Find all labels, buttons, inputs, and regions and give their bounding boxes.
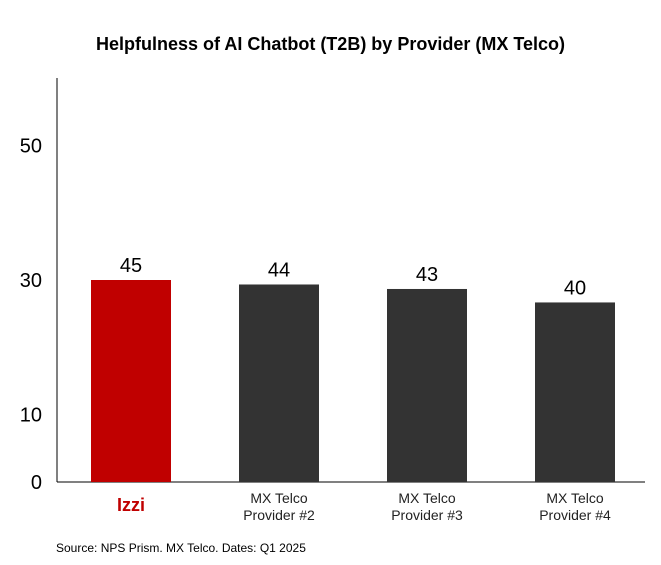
data-label: 45 [120, 255, 142, 277]
y-tick-label: 50 [20, 135, 42, 157]
bar [387, 288, 467, 482]
x-category-label: MX Telco [250, 490, 308, 506]
chart-title: Helpfulness of AI Chatbot (T2B) by Provi… [95, 34, 566, 54]
x-category-label: Provider #4 [539, 507, 611, 523]
x-category-label: Provider #3 [391, 507, 463, 523]
source-note: Source: NPS Prism. MX Telco. Dates: Q1 2… [56, 541, 306, 555]
bar [239, 284, 319, 482]
x-category-label: Provider #2 [243, 507, 315, 523]
x-category-label: MX Telco [546, 490, 604, 506]
x-category-label: MX Telco [398, 490, 456, 506]
y-tick-label: 0 [31, 472, 42, 494]
bar [91, 280, 171, 482]
y-tick-label: 30 [20, 270, 42, 292]
data-label: 44 [268, 259, 290, 281]
x-category-label: Izzi [117, 495, 145, 515]
data-label: 40 [564, 277, 586, 299]
y-tick-label: 10 [20, 405, 42, 427]
bar [535, 302, 615, 482]
data-label: 43 [416, 264, 438, 286]
